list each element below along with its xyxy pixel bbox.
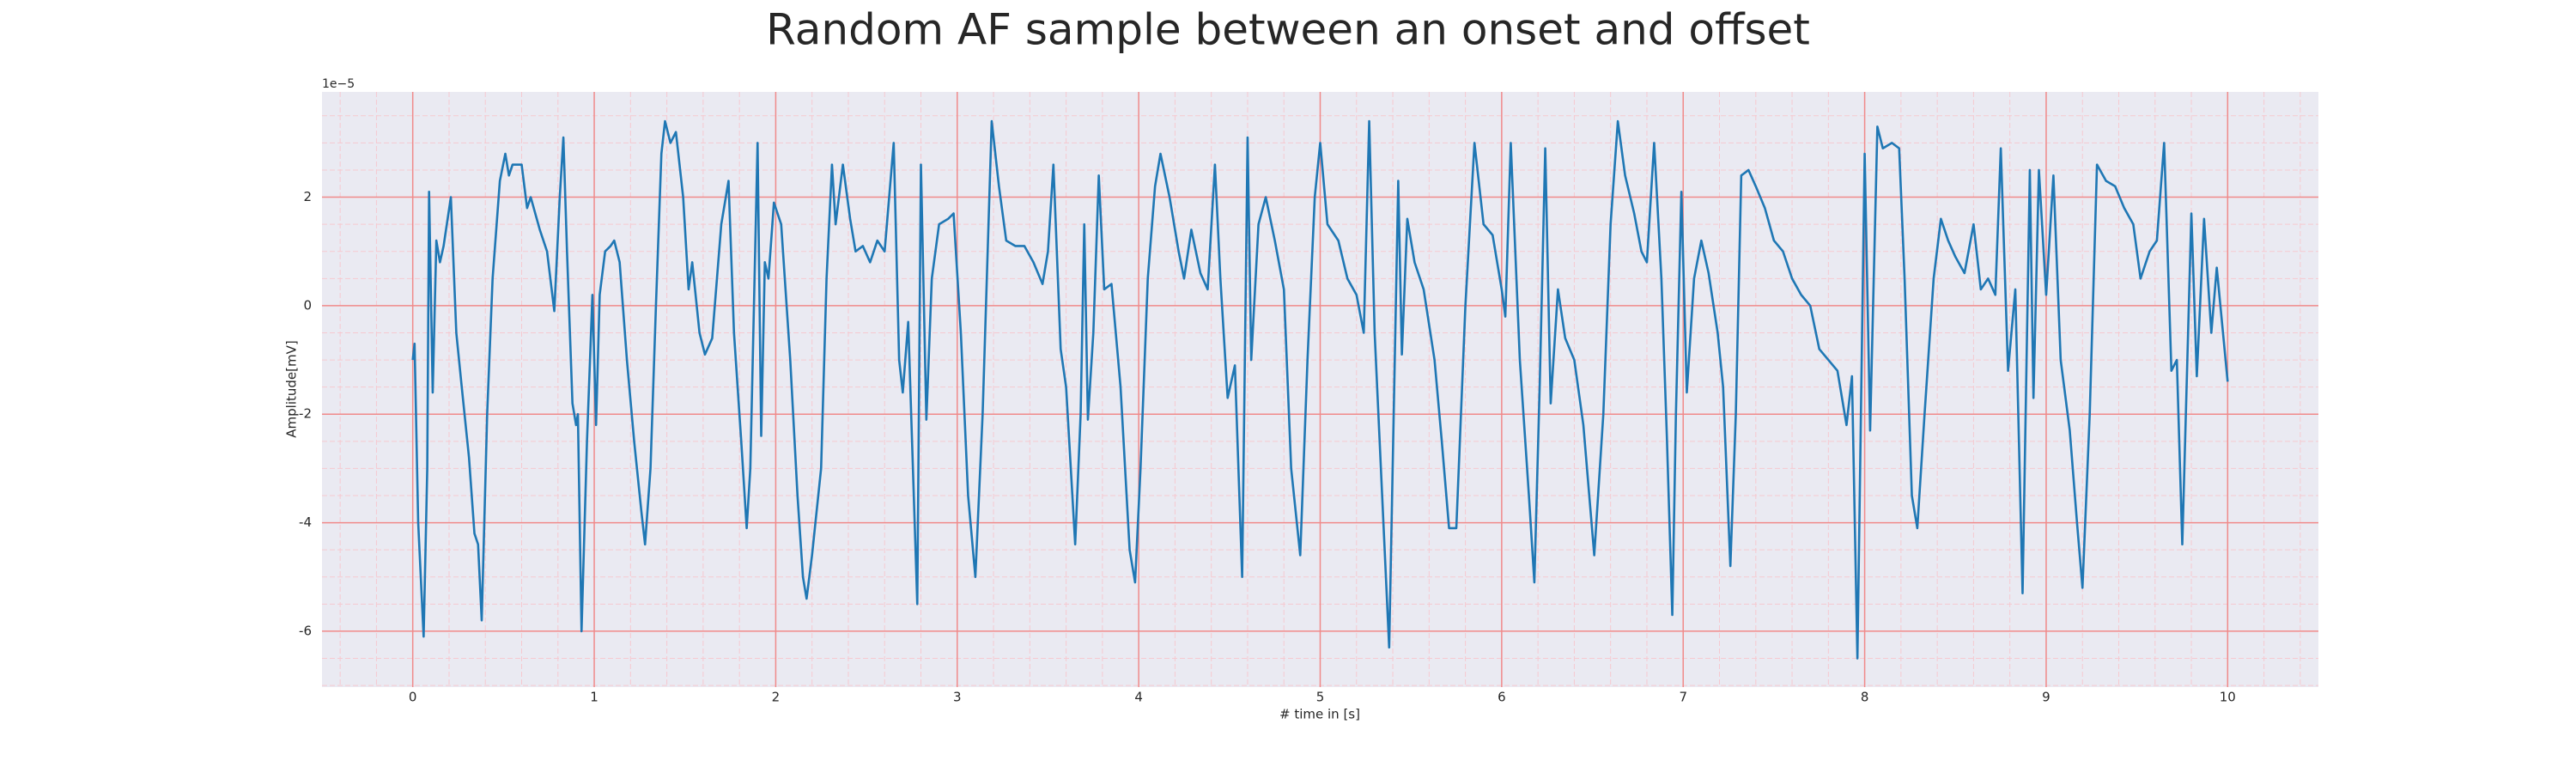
y-tick-label: -2 bbox=[299, 406, 312, 422]
y-axis-label: Amplitude[mV] bbox=[284, 340, 300, 437]
y-tick-label: -6 bbox=[299, 623, 312, 638]
x-tick-label: 10 bbox=[2220, 690, 2236, 705]
x-tick-label: 1 bbox=[590, 690, 598, 705]
x-tick-label: 6 bbox=[1498, 690, 1506, 705]
chart-title: Random AF sample between an onset and of… bbox=[766, 5, 1810, 55]
y-tick-label: -4 bbox=[299, 514, 312, 530]
x-tick-label: 9 bbox=[2042, 690, 2050, 705]
x-tick-label: 4 bbox=[1134, 690, 1143, 705]
y-tick-label: 0 bbox=[303, 297, 312, 313]
signal-line bbox=[411, 119, 2229, 660]
x-tick-label: 3 bbox=[953, 690, 962, 705]
x-tick-label: 0 bbox=[409, 690, 417, 705]
x-tick-label: 2 bbox=[772, 690, 781, 705]
y-offset-label: 1e−5 bbox=[322, 77, 355, 91]
x-axis-label: # time in [s] bbox=[1279, 707, 1360, 722]
x-tick-label: 5 bbox=[1316, 690, 1325, 705]
x-tick-label: 8 bbox=[1861, 690, 1869, 705]
x-tick-label: 7 bbox=[1679, 690, 1687, 705]
y-tick-label: 2 bbox=[303, 189, 312, 204]
